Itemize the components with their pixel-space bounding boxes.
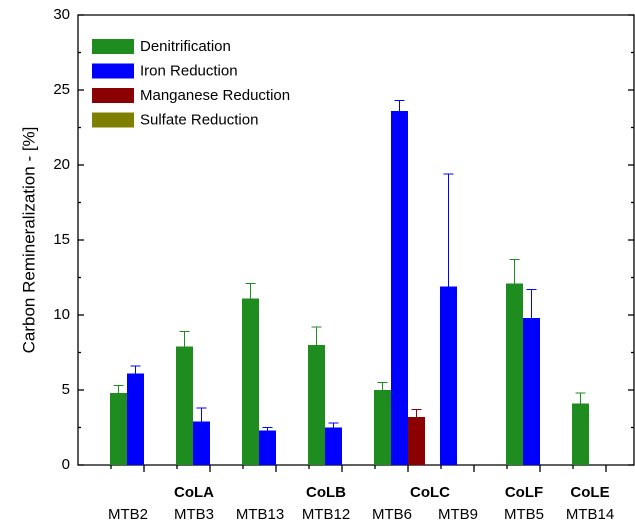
group-label: CoLC: [410, 484, 450, 501]
bar: [506, 283, 523, 465]
bar: [391, 111, 408, 465]
error-bar: [328, 422, 339, 428]
legend-swatch: [92, 39, 134, 54]
group-label: CoLE: [570, 484, 609, 501]
error-bar: [526, 289, 537, 318]
group-label: CoLA: [174, 484, 214, 501]
y-tick-label: 25: [53, 81, 70, 98]
x-tick-label: MTB6: [372, 506, 412, 523]
y-tick-label: 5: [62, 381, 70, 398]
error-bar: [575, 392, 586, 404]
error-bar: [113, 385, 124, 393]
error-bar: [443, 173, 454, 287]
bar: [440, 286, 457, 465]
legend-swatch: [92, 112, 134, 128]
bar: [259, 430, 276, 465]
bar: [408, 417, 425, 465]
y-axis-label: Carbon Remineralization - [%]: [19, 127, 38, 354]
bar: [523, 318, 540, 465]
plot-frame: [77, 14, 635, 466]
y-tick-label: 20: [53, 156, 70, 173]
x-tick-label: MTB3: [174, 506, 214, 523]
y-tick-label: 0: [62, 456, 70, 473]
x-tick-label: MTB5: [504, 506, 544, 523]
legend-swatch: [92, 63, 134, 79]
bar: [572, 403, 589, 465]
error-bar: [394, 100, 405, 111]
error-bar: [245, 283, 256, 299]
legend-label: Denitrification: [140, 38, 231, 55]
x-tick-label: MTB2: [108, 506, 148, 523]
error-bar: [179, 331, 190, 347]
error-bar: [262, 427, 273, 431]
legend-swatch: [92, 88, 134, 103]
bar: [325, 427, 342, 465]
error-bar: [411, 409, 422, 417]
legend-label: Manganese Reduction: [140, 87, 290, 104]
error-bar: [130, 365, 141, 374]
legend-label: Sulfate Reduction: [140, 111, 258, 128]
error-bar: [196, 407, 207, 422]
error-bar: [311, 326, 322, 345]
bar: [308, 345, 325, 465]
y-tick-label: 30: [53, 6, 70, 23]
group-label: CoLB: [306, 484, 346, 501]
x-tick-label: MTB13: [236, 506, 284, 523]
bar: [127, 373, 144, 465]
x-tick-label: MTB12: [302, 506, 350, 523]
x-tick-label: MTB9: [438, 506, 478, 523]
legend-label: Iron Reduction: [140, 62, 238, 79]
error-bar: [509, 259, 520, 284]
bar: [374, 390, 391, 465]
y-tick-label: 10: [53, 306, 70, 323]
bar: [176, 346, 193, 465]
y-tick-label: 15: [53, 231, 70, 248]
x-tick-label: MTB14: [566, 506, 614, 523]
error-bar: [377, 382, 388, 390]
group-label: CoLF: [505, 484, 543, 501]
bar: [110, 393, 127, 465]
bar: [193, 421, 210, 465]
bar: [242, 298, 259, 465]
